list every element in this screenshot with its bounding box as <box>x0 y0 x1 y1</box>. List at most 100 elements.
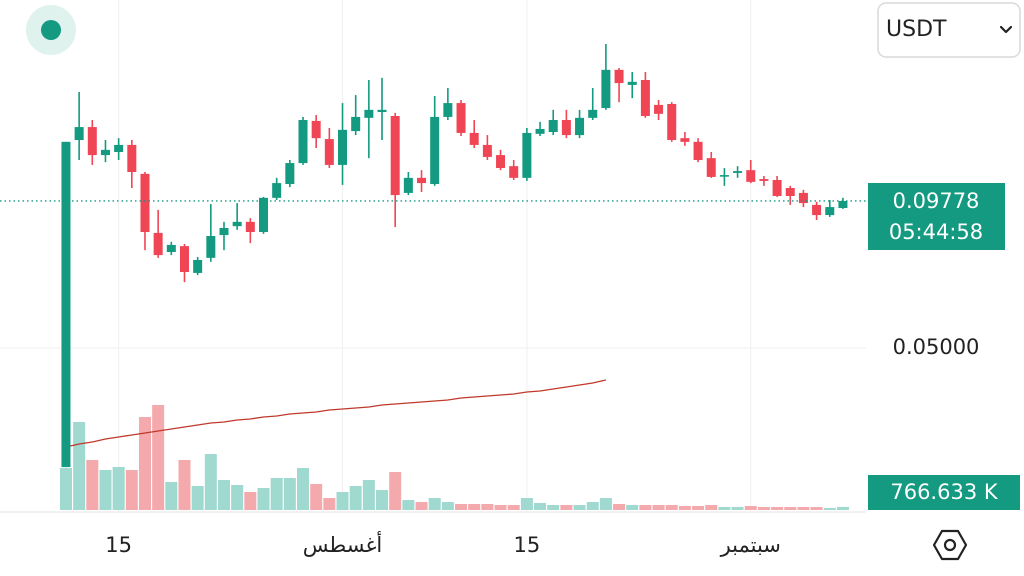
candle-body <box>364 109 374 118</box>
candle-body <box>812 204 822 216</box>
volume-bar <box>152 405 165 510</box>
candle-body <box>733 171 743 173</box>
candle-body <box>100 149 110 156</box>
volume-bar <box>73 422 86 510</box>
volume-bar <box>376 490 389 510</box>
candle-body <box>272 183 282 198</box>
ma-line <box>65 379 607 448</box>
candle-body <box>245 221 255 232</box>
x-tick-label: 15 <box>105 533 132 557</box>
candle-body <box>509 166 519 178</box>
volume-bar <box>560 505 573 510</box>
candle-body <box>351 116 361 132</box>
candle-body <box>166 244 176 252</box>
volume-bar <box>586 502 599 510</box>
status-dot <box>41 20 61 40</box>
dropdown-box[interactable] <box>877 2 1021 58</box>
candle-body <box>127 144 137 172</box>
candle-body <box>219 228 229 236</box>
candle-body <box>759 179 769 181</box>
volume-bar <box>297 468 310 510</box>
volume-bar <box>217 480 230 510</box>
candle-body <box>153 232 163 256</box>
price-tag-label: 0.09778 <box>893 189 980 213</box>
candle-body <box>87 127 97 156</box>
volume-bar <box>231 485 244 510</box>
y-tick-label: 0.05000 <box>893 335 980 359</box>
overlay: 0.09778 05:44:58 766.633 K <box>0 182 1020 510</box>
volume-bar <box>757 507 770 510</box>
x-tick-label: سبتمبر <box>720 533 781 557</box>
candle-body <box>403 177 413 193</box>
candle-body <box>456 103 466 133</box>
volume-bar <box>138 417 151 510</box>
volume-bar <box>415 502 428 510</box>
candle-body <box>469 132 479 145</box>
volume-bar <box>428 498 441 510</box>
candle-body <box>706 158 716 177</box>
x-tick-label: أغسطس <box>303 531 383 557</box>
candle-body <box>548 120 558 132</box>
volume-bar <box>547 505 560 510</box>
volume-bar <box>626 505 639 510</box>
volume-bar <box>652 505 665 510</box>
candles <box>61 44 848 468</box>
volume-bar <box>204 454 217 510</box>
volume-bar <box>534 503 547 510</box>
candle-body <box>140 173 150 232</box>
volume-bars <box>59 405 849 510</box>
countdown: 05:44:58 <box>889 220 983 244</box>
volume-bar <box>244 492 257 510</box>
candle-body <box>114 144 124 152</box>
candle-body <box>719 175 729 177</box>
volume-bar <box>771 507 784 510</box>
volume-bar <box>59 468 72 510</box>
volume-bar <box>270 478 283 510</box>
candle-body <box>430 116 440 184</box>
volume-bar <box>402 500 415 510</box>
volume-ma <box>65 379 607 448</box>
candle-body <box>259 197 269 232</box>
candle-body <box>338 129 348 165</box>
volume-bar <box>86 460 99 510</box>
volume-bar <box>639 505 652 510</box>
candle-body <box>535 128 545 134</box>
volume-bar <box>731 507 744 510</box>
volume-bar <box>823 508 836 510</box>
candle-body <box>601 69 611 108</box>
candle-body <box>206 236 216 258</box>
candle-body <box>417 177 427 184</box>
volume-bar <box>665 505 678 510</box>
candle-body <box>772 180 782 196</box>
candle-body <box>785 188 795 196</box>
candle-body <box>798 192 808 204</box>
volume-bar <box>573 505 586 510</box>
volume-bar <box>784 507 797 510</box>
volume-bar <box>125 470 138 510</box>
candle-body <box>482 144 492 157</box>
candle-body <box>377 109 387 112</box>
volume-bar <box>678 506 691 510</box>
candle-body <box>680 138 690 142</box>
volume-bar <box>283 478 296 510</box>
candle-body <box>193 260 203 273</box>
volume-bar <box>191 486 204 510</box>
volume-bar <box>836 506 849 510</box>
candle-body <box>825 207 835 216</box>
candle-body <box>74 127 84 140</box>
volume-tag <box>868 475 1020 510</box>
settings-center <box>943 538 957 552</box>
candle-body <box>443 103 453 117</box>
volume-bar <box>310 484 323 510</box>
currency-dropdown[interactable]: USDT <box>877 2 1021 58</box>
volume-bar <box>599 498 612 510</box>
grid <box>0 0 866 512</box>
settings-hexagon <box>932 529 968 561</box>
candle-body <box>61 141 71 468</box>
volume-bar <box>494 505 507 510</box>
candle-body <box>588 109 598 118</box>
settings-button[interactable] <box>932 529 968 561</box>
volume-bar <box>520 498 533 510</box>
